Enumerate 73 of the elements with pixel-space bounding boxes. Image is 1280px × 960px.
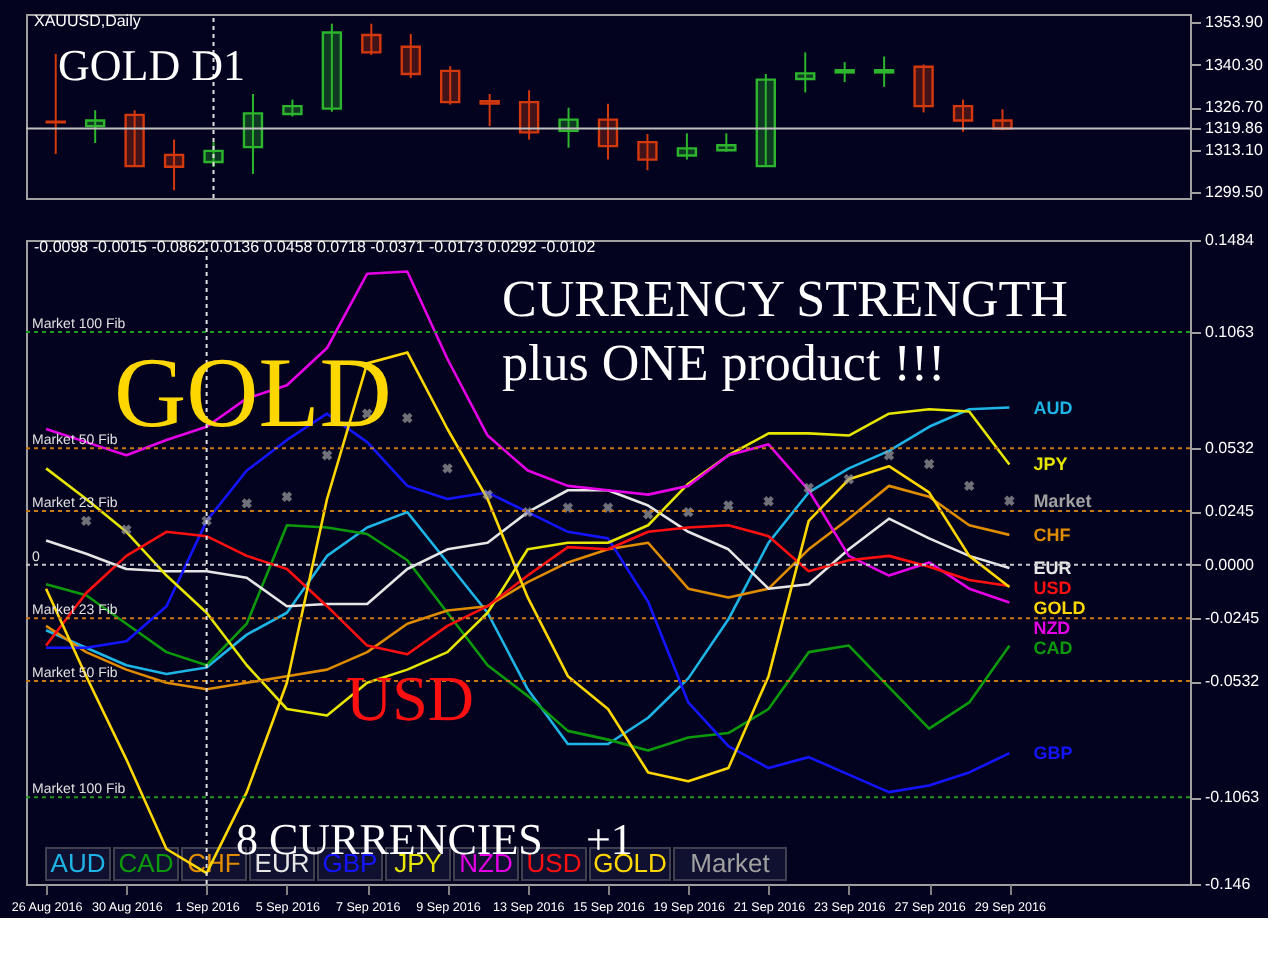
y-tick-label: 0.0000: [1205, 555, 1256, 574]
point: [723, 500, 734, 511]
y-tick-label: 0.1063: [1205, 323, 1256, 342]
point: [321, 450, 333, 461]
candlestick: [400, 32, 421, 80]
point: [121, 524, 132, 535]
y-tick-label: -0.0245: [1205, 609, 1261, 628]
point: [803, 482, 814, 494]
point: [883, 450, 895, 461]
point: [964, 480, 975, 492]
y-tick-label: 0.1484: [1205, 231, 1256, 249]
text: USD: [346, 662, 475, 734]
series-label: GBP: [1033, 743, 1073, 764]
y-tick-label: 1319.86: [1205, 119, 1264, 138]
point: [80, 515, 92, 527]
point: [241, 498, 252, 509]
candlestick: [755, 72, 776, 168]
candlestick: [124, 109, 145, 168]
text: CAD: [118, 848, 174, 878]
candlestick: [597, 102, 619, 161]
text: AUD: [50, 848, 106, 878]
series-label: CAD: [1033, 637, 1074, 658]
text: Market: [690, 848, 770, 878]
y-tick-label: -0.1063: [1205, 788, 1261, 807]
series-label: USD: [1033, 577, 1073, 598]
y-tick-label: -0.146: [1205, 875, 1252, 893]
candlestick: [203, 141, 224, 169]
series-label: AUD: [1033, 397, 1074, 418]
point: [1004, 495, 1015, 506]
point: [923, 458, 935, 470]
candlestick: [834, 61, 855, 84]
candlestick: [479, 92, 500, 128]
candlestick: [873, 55, 895, 88]
y-tick-label: 1353.90: [1205, 13, 1264, 32]
annotation: -0.0098 -0.0015 -0.0862 0.0136 0.0458 0.0718 -0.0371 -0.0173 0.0292 -0.0102: [34, 238, 597, 256]
y-tick-label: -0.0532: [1205, 672, 1261, 690]
series-label: EUR: [1033, 557, 1073, 578]
y-tick-label: 1340.30: [1205, 55, 1264, 74]
y-tick-label: 0.0245: [1205, 502, 1256, 521]
annotation: plus ONE product !!!: [502, 334, 946, 392]
annotation: CURRENCY STRENGTH: [502, 270, 1069, 328]
y-tick-label: 0.0532: [1205, 439, 1256, 458]
candlestick: [282, 98, 303, 118]
candlestick: [676, 132, 698, 161]
candlestick: [84, 109, 106, 145]
annotation: XAUUSD,Daily: [34, 12, 141, 30]
y-tick-label: 1299.50: [1205, 183, 1264, 202]
candlestick: [952, 98, 974, 133]
point: [442, 463, 453, 474]
candlestick: [440, 65, 461, 106]
candlestick: [242, 92, 264, 175]
y-tick-label: 1326.70: [1205, 98, 1264, 117]
candlestick: [716, 132, 737, 153]
point: [763, 495, 774, 507]
candlestick: [321, 22, 343, 113]
point: [482, 489, 493, 500]
point: [843, 474, 855, 485]
candlestick: [992, 108, 1013, 132]
series-label: CHF: [1033, 524, 1072, 545]
series-label: JPY: [1033, 454, 1068, 475]
y-tick-label: 1313.10: [1205, 140, 1264, 159]
annotation: GOLD D1: [58, 40, 245, 90]
candlestick: [163, 138, 185, 192]
candlestick: [795, 51, 816, 94]
text: GOLD: [1033, 597, 1086, 618]
point: [281, 491, 293, 503]
candlestick: [518, 89, 540, 141]
candlestick: [913, 63, 934, 114]
series-label: NZD: [1033, 617, 1072, 638]
series-label: Market: [1033, 490, 1092, 511]
candlestick: [637, 132, 658, 172]
candlestick: [361, 22, 382, 56]
point: [402, 412, 413, 424]
